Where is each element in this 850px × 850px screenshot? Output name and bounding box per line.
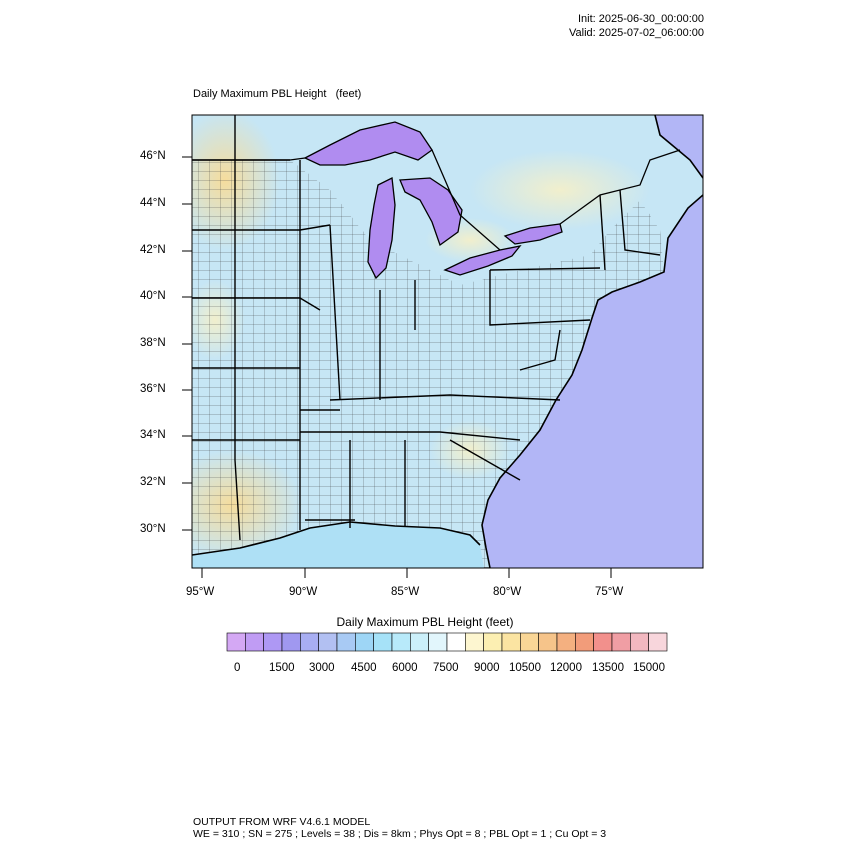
colorbar-tick-label: 0 [234, 662, 241, 674]
colorbar-swatch [281, 632, 301, 652]
init-valid-block: Init: 2025-06-30_00:00:00 Valid: 2025-07… [569, 12, 704, 40]
colorbar-swatch [630, 632, 649, 652]
colorbar-swatch [373, 632, 393, 652]
colorbar-swatch [648, 632, 668, 652]
lake-huron [399, 177, 463, 247]
footer-line-1: OUTPUT FROM WRF V4.6.1 MODEL [193, 816, 371, 828]
map-frame [191, 114, 704, 569]
colorbar-swatch [300, 632, 319, 652]
colorbar-swatch [556, 632, 576, 652]
colorbar-swatch [355, 632, 374, 652]
lon-label: 75°W [595, 586, 624, 598]
lat-label: 38°N [140, 337, 166, 349]
colorbar [226, 632, 668, 652]
colorbar-swatch [446, 632, 466, 652]
colorbar-swatch [391, 632, 411, 652]
lon-label: 95°W [186, 586, 215, 598]
colorbar-tick-label: 1500 [269, 662, 295, 674]
coastline [192, 115, 703, 568]
latitude-ticks [182, 156, 192, 531]
colorbar-tick-label: 4500 [351, 662, 377, 674]
colorbar-swatch [318, 632, 338, 652]
colorbar-tick-label: 12000 [550, 662, 582, 674]
colorbar-swatch [483, 632, 503, 652]
lat-label: 40°N [140, 290, 166, 302]
lon-label: 90°W [289, 586, 318, 598]
lat-label: 32°N [140, 476, 166, 488]
colorbar-swatch [226, 632, 246, 652]
footer-line-2: WE = 310 ; SN = 275 ; Levels = 38 ; Dis … [193, 828, 607, 840]
lat-label: 46°N [140, 150, 166, 162]
lake-superior [303, 121, 433, 166]
gulf-of-mexico [192, 522, 484, 568]
colorbar-swatch [336, 632, 356, 652]
colorbar-tick-label: 3000 [309, 662, 335, 674]
colorbar-swatch [575, 632, 594, 652]
colorbar-tick-label: 10500 [509, 662, 541, 674]
warm-region-canada [470, 150, 650, 230]
model-footer: OUTPUT FROM WRF V4.6.1 MODEL WE = 310 ; … [193, 816, 606, 840]
lake-michigan [367, 177, 396, 280]
lon-label: 80°W [493, 586, 522, 598]
map-title: Daily Maximum PBL Height (feet) [193, 88, 362, 100]
colorbar-swatch [501, 632, 521, 652]
lat-label: 42°N [140, 244, 166, 256]
colorbar-swatch [410, 632, 429, 652]
init-time: Init: 2025-06-30_00:00:00 [578, 13, 704, 25]
county-lines [192, 160, 664, 568]
colorbar-swatch [520, 632, 539, 652]
colorbar-swatch [465, 632, 484, 652]
colorbar-swatch [538, 632, 558, 652]
colorbar-swatch [611, 632, 631, 652]
lake-ontario [503, 223, 563, 245]
colorbar-title: Daily Maximum PBL Height (feet) [336, 615, 514, 629]
colorbar-swatch [263, 632, 283, 652]
lat-label: 34°N [140, 429, 166, 441]
canada-border [192, 149, 681, 251]
valid-time: Valid: 2025-07-02_06:00:00 [569, 27, 704, 39]
colorbar-swatch [245, 632, 264, 652]
longitude-ticks [201, 568, 612, 578]
colorbar-swatch [428, 632, 448, 652]
colorbar-swatch [593, 632, 613, 652]
state-borders [192, 115, 661, 541]
colorbar-tick-label: 9000 [474, 662, 500, 674]
colorbar-tick-label: 7500 [433, 662, 459, 674]
lat-label: 36°N [140, 383, 166, 395]
lon-label: 85°W [391, 586, 420, 598]
colorbar-tick-label: 6000 [392, 662, 418, 674]
lake-erie [443, 245, 522, 276]
lat-label: 30°N [140, 523, 166, 535]
lat-label: 44°N [140, 197, 166, 209]
colorbar-tick-label: 15000 [633, 662, 665, 674]
colorbar-tick-label: 13500 [592, 662, 624, 674]
